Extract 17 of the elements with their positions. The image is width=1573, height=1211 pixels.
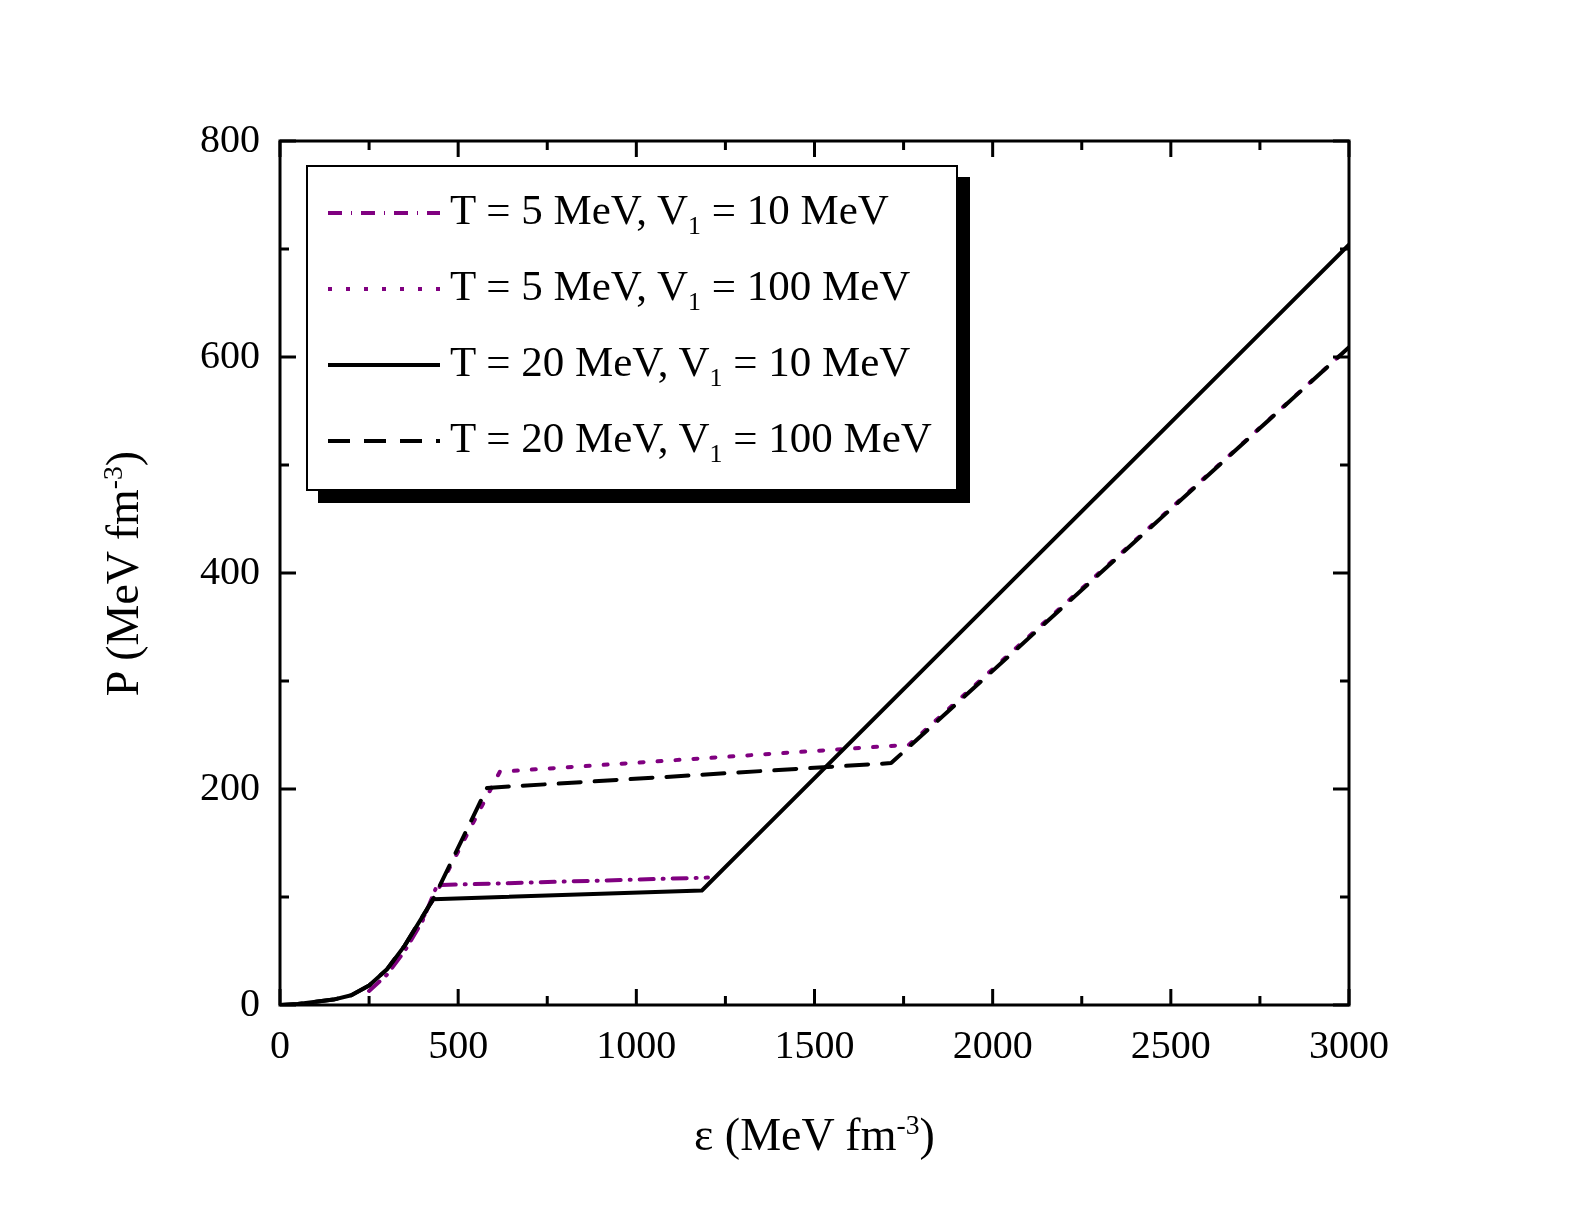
x-tick-label: 0 [270,1021,290,1067]
x-tick-label: 1500 [774,1021,855,1067]
x-tick-label: 500 [428,1021,489,1067]
legend-label: T = 20 MeV, V$_{1}$ = 100 MeV [450,413,932,469]
x-tick-label: 2000 [952,1021,1033,1067]
x-tick-label: 1000 [596,1021,677,1067]
x-tick-label: 3000 [1309,1021,1389,1067]
legend-label: T = 5 MeV, V$_{1}$ = 100 MeV [450,261,911,317]
y-tick-label: 600 [200,331,260,377]
legend-label: T = 5 MeV, V$_{1}$ = 10 MeV [450,185,889,241]
legend-label: T = 20 MeV, V$_{1}$ = 10 MeV [450,337,911,393]
y-tick-label: 800 [200,115,260,161]
x-axis-title: ε (MeV fm$^{-3}$) [694,1108,935,1161]
y-tick-label: 200 [200,763,260,809]
y-tick-label: 0 [240,979,260,1025]
x-tick-label: 2500 [1130,1021,1211,1067]
y-tick-label: 400 [200,547,260,593]
